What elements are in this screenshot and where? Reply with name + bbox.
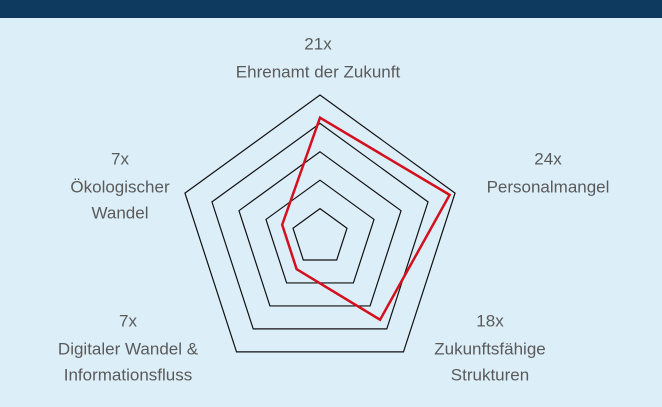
grid-ring [211,122,429,330]
category-label: Zukunftsfähige [434,339,546,358]
value-label: 21x [304,34,332,53]
grid-ring [184,94,456,353]
value-label: 24x [534,149,562,168]
category-label: Ehrenamt der Zukunft [236,62,401,81]
data-line [280,115,452,322]
category-label: Informationsfluss [64,365,193,384]
value-label: 18x [476,311,504,330]
category-label: Personalmangel [487,177,610,196]
value-label: 7x [111,149,129,168]
category-label: Wandel [91,203,148,222]
header-band [0,0,662,18]
grid-ring [292,207,348,261]
category-label: Digitaler Wandel & [58,339,199,358]
grid-ring [238,151,402,307]
value-label: 7x [119,311,137,330]
category-label: Ökologischer [70,177,170,196]
category-label: Strukturen [451,365,529,384]
